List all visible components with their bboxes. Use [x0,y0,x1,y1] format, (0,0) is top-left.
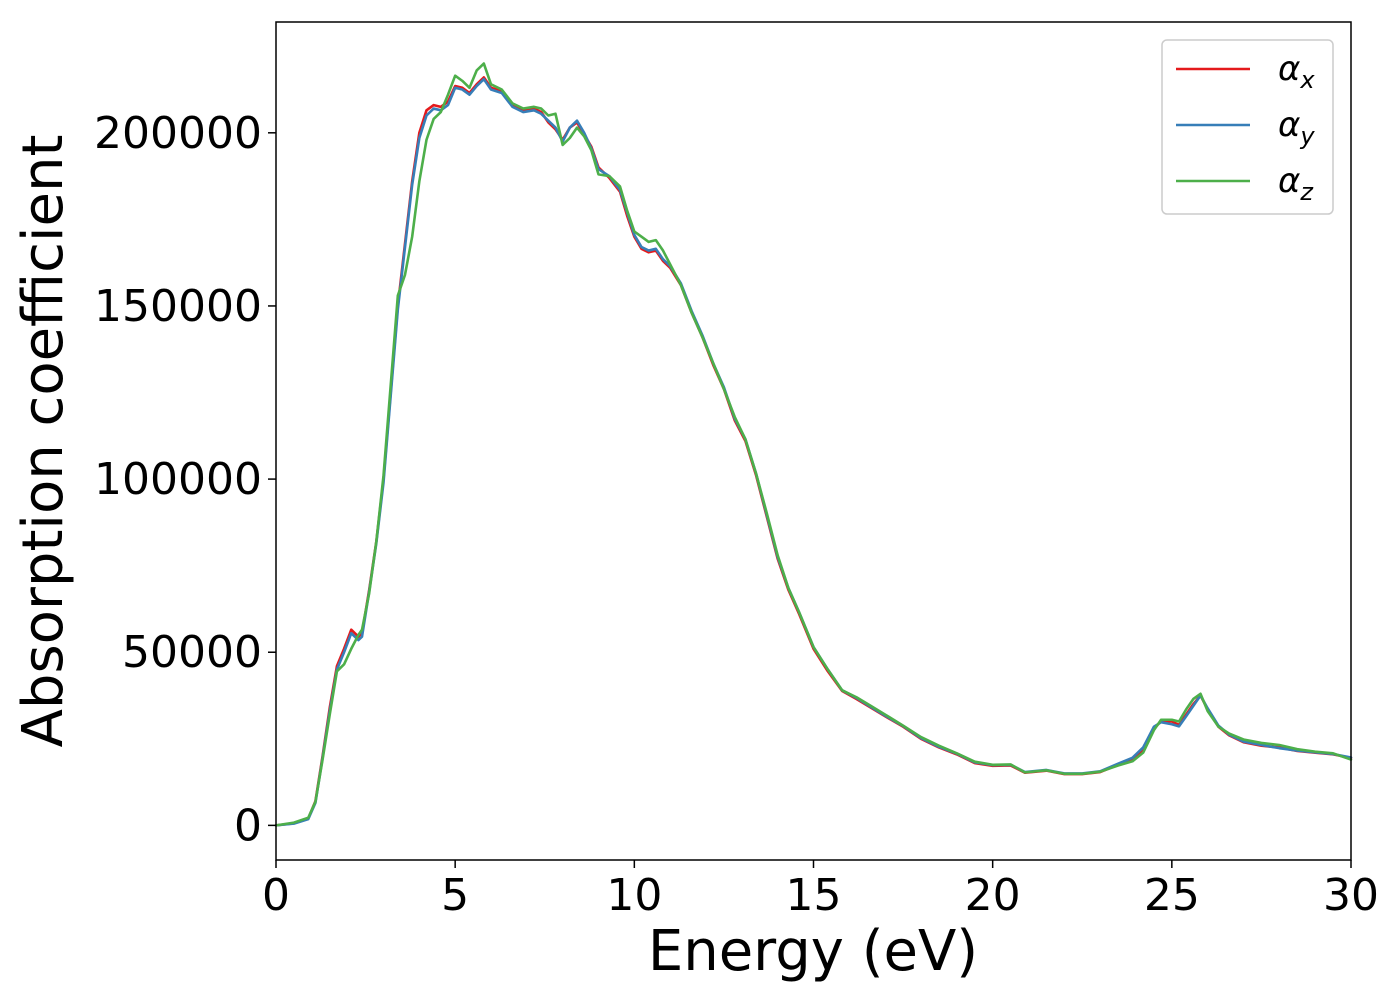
x-axis: 0 5 10 15 20 25 30 [262,860,1379,921]
y-tick-label: 200000 [94,108,262,159]
y-axis: 0 50000 100000 150000 200000 [94,108,276,851]
legend-label-y: αy [1278,105,1315,150]
x-tick-label: 5 [441,870,469,921]
y-tick-label: 100000 [94,454,262,505]
y-axis-title: Absorption coefficient [11,135,76,748]
series-layer [274,62,1353,827]
y-tick-label: 0 [234,800,262,851]
legend-frame [1161,39,1334,215]
legend-label-z: αz [1278,161,1314,206]
x-tick-label: 10 [606,870,662,921]
y-tick-label: 50000 [122,627,262,678]
y-tick-label: 150000 [94,281,262,332]
x-tick-label: 25 [1144,870,1200,921]
x-tick-label: 15 [786,870,842,921]
x-tick-label: 20 [965,870,1021,921]
legend-label-x: αx [1278,49,1315,94]
legend: αx αy αz [1161,39,1334,215]
x-tick-label: 30 [1323,870,1379,921]
x-tick-label: 0 [262,870,290,921]
x-axis-title: Energy (eV) [648,919,978,984]
series-line-z [274,62,1353,827]
